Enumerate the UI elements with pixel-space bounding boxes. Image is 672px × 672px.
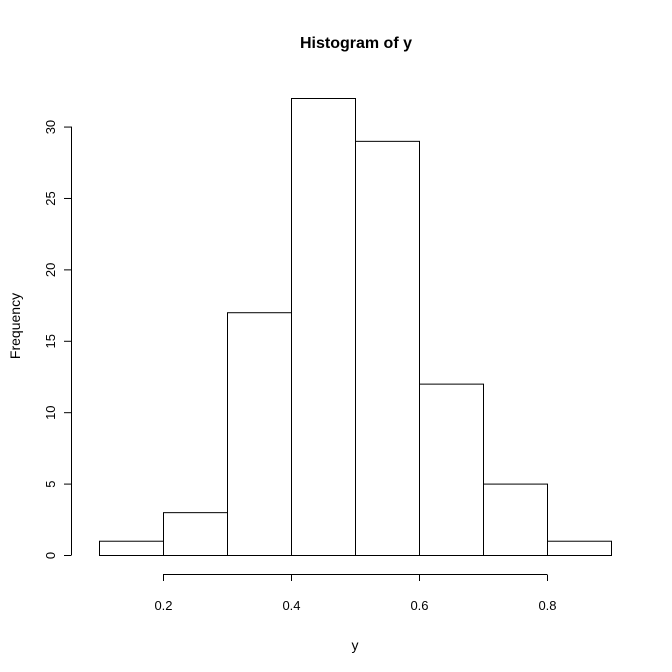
y-tick-label: 5 [43, 480, 58, 487]
histogram-bar [483, 483, 548, 556]
chart-title: Histogram of y [300, 35, 412, 52]
histogram-bar [227, 312, 292, 556]
x-axis-label: y [352, 637, 359, 653]
y-axis: 0 5 10 15 20 25 30 [43, 120, 72, 559]
y-tick-label: 30 [43, 120, 58, 134]
x-tick-label: 0.2 [154, 598, 172, 613]
y-axis-label: Frequency [7, 293, 23, 359]
y-tick-label: 15 [43, 334, 58, 348]
y-tick-label: 10 [43, 405, 58, 419]
bars-group [99, 98, 612, 556]
y-tick-label: 0 [43, 552, 58, 559]
x-tick-label: 0.8 [538, 598, 556, 613]
histogram-bar [355, 140, 420, 556]
histogram-bar [291, 98, 356, 556]
x-tick-label: 0.6 [410, 598, 428, 613]
histogram-bar [163, 512, 228, 556]
y-tick-label: 20 [43, 263, 58, 277]
histogram-bar [547, 540, 612, 556]
histogram-bar [99, 540, 164, 556]
y-tick-label: 25 [43, 191, 58, 205]
histogram-bar [419, 383, 484, 556]
x-tick-label: 0.4 [282, 598, 300, 613]
x-axis: 0.2 0.4 0.6 0.8 [154, 574, 557, 613]
